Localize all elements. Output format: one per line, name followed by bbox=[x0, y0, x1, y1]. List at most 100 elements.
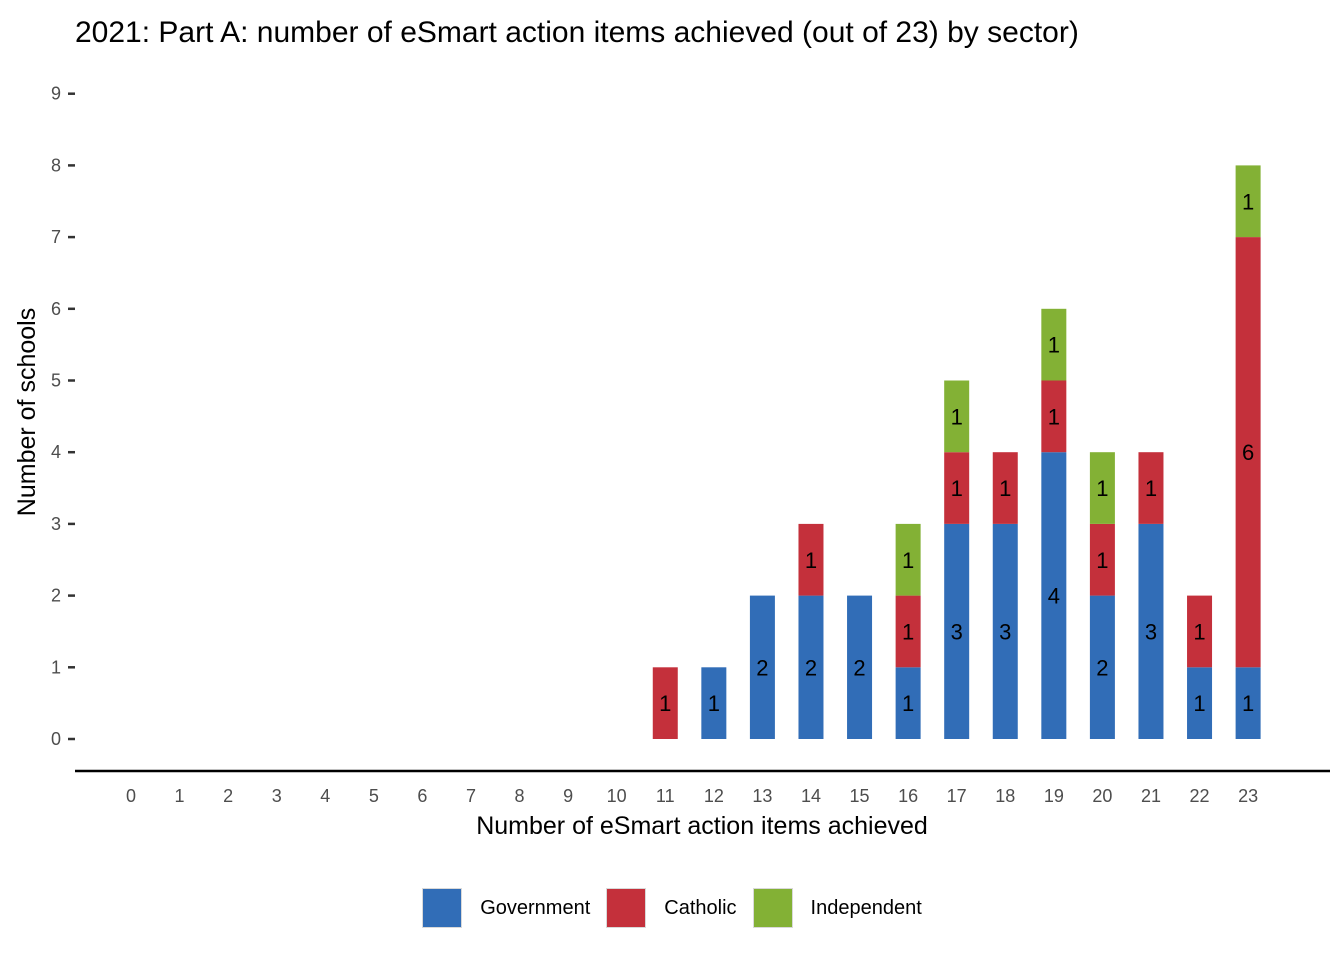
bar-value-label: 2 bbox=[805, 655, 817, 680]
bar-segment-government bbox=[749, 595, 775, 739]
bar-segment-independent bbox=[1235, 165, 1261, 238]
x-tick-label: 19 bbox=[1044, 786, 1064, 806]
legend-swatch bbox=[752, 888, 793, 928]
bar-value-label: 1 bbox=[708, 691, 720, 716]
bar-value-label: 1 bbox=[1048, 404, 1060, 429]
x-tick-label: 23 bbox=[1238, 786, 1258, 806]
y-tick-label: 2 bbox=[51, 586, 61, 606]
bar-value-label: 1 bbox=[805, 548, 817, 573]
x-tick-label: 9 bbox=[563, 786, 573, 806]
bar-value-label: 2 bbox=[756, 655, 768, 680]
bar-value-label: 4 bbox=[1048, 584, 1060, 609]
bar-value-label: 1 bbox=[1242, 691, 1254, 716]
bar-value-label: 1 bbox=[1096, 548, 1108, 573]
y-tick-label: 8 bbox=[51, 155, 61, 175]
legend-swatch bbox=[606, 888, 647, 928]
x-tick-label: 1 bbox=[175, 786, 185, 806]
bar-value-label: 3 bbox=[1145, 619, 1157, 644]
x-tick-label: 21 bbox=[1141, 786, 1161, 806]
legend-label: Catholic bbox=[664, 896, 737, 919]
bar-value-label: 1 bbox=[1193, 619, 1205, 644]
bar-value-label: 1 bbox=[902, 691, 914, 716]
legend-item-government: Government bbox=[422, 888, 590, 928]
y-tick-label: 9 bbox=[51, 84, 61, 104]
bar-value-label: 1 bbox=[999, 476, 1011, 501]
bar-segment-government bbox=[895, 667, 921, 739]
bar-segment-independent bbox=[944, 380, 970, 453]
bar-segment-independent bbox=[1089, 452, 1115, 524]
x-tick-label: 13 bbox=[752, 786, 772, 806]
y-tick-label: 0 bbox=[51, 729, 61, 749]
y-tick-label: 3 bbox=[51, 514, 61, 534]
x-tick-label: 22 bbox=[1190, 786, 1210, 806]
bar-segment-government bbox=[992, 523, 1018, 739]
bar-value-label: 6 bbox=[1242, 440, 1254, 465]
bar-segment-government bbox=[1187, 667, 1213, 739]
legend: Government Catholic Independent bbox=[0, 884, 1344, 932]
bar-segment-catholic bbox=[1235, 237, 1261, 668]
bar-value-label: 2 bbox=[853, 655, 865, 680]
bar-segment-government bbox=[1041, 452, 1067, 739]
bar-value-label: 1 bbox=[902, 619, 914, 644]
x-tick-label: 16 bbox=[898, 786, 918, 806]
x-tick-label: 2 bbox=[223, 786, 233, 806]
y-axis: 0 1 2 3 4 5 6 7 8 9 bbox=[51, 84, 75, 749]
bar-value-label: 2 bbox=[1096, 655, 1108, 680]
x-tick-label: 15 bbox=[850, 786, 870, 806]
bar-value-label: 1 bbox=[1048, 333, 1060, 358]
bar-segment-government bbox=[1089, 595, 1115, 739]
bar-segment-government bbox=[701, 667, 727, 739]
bar-value-label: 1 bbox=[902, 548, 914, 573]
legend-label: Government bbox=[480, 896, 591, 919]
x-tick-label: 0 bbox=[126, 786, 136, 806]
bar-value-label: 1 bbox=[1096, 476, 1108, 501]
bar-value-label: 1 bbox=[1193, 691, 1205, 716]
x-tick-label: 6 bbox=[417, 786, 427, 806]
y-tick-label: 6 bbox=[51, 299, 61, 319]
y-tick-label: 7 bbox=[51, 227, 61, 247]
bar-segment-government bbox=[944, 523, 970, 739]
bar-value-label: 3 bbox=[999, 619, 1011, 644]
bar-segment-catholic bbox=[895, 595, 921, 668]
x-tick-label: 8 bbox=[515, 786, 525, 806]
x-tick-label: 20 bbox=[1092, 786, 1112, 806]
bar-segment-catholic bbox=[1041, 380, 1067, 453]
x-tick-label: 4 bbox=[320, 786, 330, 806]
x-tick-label: 18 bbox=[995, 786, 1015, 806]
bar-segment-catholic bbox=[798, 523, 824, 596]
legend-swatch bbox=[422, 888, 463, 928]
y-tick-label: 1 bbox=[51, 657, 61, 677]
legend-label: Independent bbox=[810, 896, 922, 919]
x-tick-label: 7 bbox=[466, 786, 476, 806]
x-tick-label: 12 bbox=[704, 786, 724, 806]
bar-segment-catholic bbox=[1138, 452, 1164, 524]
bar-segment-government bbox=[1138, 523, 1164, 739]
bar-segment-independent bbox=[895, 523, 921, 596]
bars-layer bbox=[652, 165, 1261, 739]
bar-value-label: 3 bbox=[951, 619, 963, 644]
bar-segment-independent bbox=[1041, 308, 1067, 381]
bar-value-label: 1 bbox=[951, 476, 963, 501]
x-tick-label: 10 bbox=[607, 786, 627, 806]
bar-segment-government bbox=[798, 595, 824, 739]
bar-segment-catholic bbox=[944, 452, 970, 524]
y-axis-title: Number of schools bbox=[13, 308, 41, 516]
x-axis: 0 1 2 3 4 5 6 7 8 9 10 11 12 13 14 15 16 17 18 19 20 21 22 23 bbox=[126, 786, 1258, 806]
y-tick-label: 4 bbox=[51, 442, 61, 462]
y-tick-label: 5 bbox=[51, 371, 61, 391]
x-tick-label: 17 bbox=[947, 786, 967, 806]
bar-segment-government bbox=[847, 595, 873, 739]
chart-title: 2021: Part A: number of eSmart action it… bbox=[75, 16, 1079, 49]
x-tick-label: 11 bbox=[656, 786, 675, 806]
bar-segment-catholic bbox=[1187, 595, 1213, 668]
bar-value-label: 1 bbox=[659, 691, 671, 716]
bar-segment-catholic bbox=[652, 667, 678, 739]
bar-segment-catholic bbox=[992, 452, 1018, 524]
x-tick-label: 3 bbox=[272, 786, 282, 806]
legend-item-catholic: Catholic bbox=[606, 888, 737, 928]
x-tick-label: 14 bbox=[801, 786, 821, 806]
bar-segment-catholic bbox=[1089, 523, 1115, 596]
x-tick-label: 5 bbox=[369, 786, 379, 806]
